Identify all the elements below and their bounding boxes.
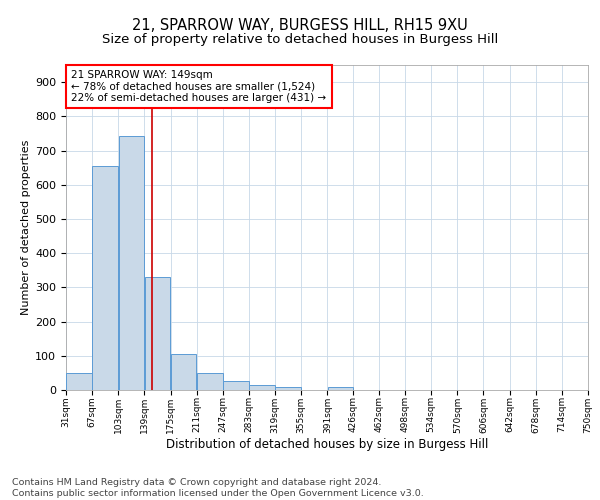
Bar: [328, 386, 353, 390]
Text: 21, SPARROW WAY, BURGESS HILL, RH15 9XU: 21, SPARROW WAY, BURGESS HILL, RH15 9XU: [132, 18, 468, 32]
Text: Size of property relative to detached houses in Burgess Hill: Size of property relative to detached ho…: [102, 32, 498, 46]
Text: 21 SPARROW WAY: 149sqm
← 78% of detached houses are smaller (1,524)
22% of semi-: 21 SPARROW WAY: 149sqm ← 78% of detached…: [71, 70, 326, 103]
Bar: [92, 166, 118, 390]
Bar: [223, 382, 248, 390]
Bar: [145, 278, 170, 390]
Bar: [275, 386, 301, 390]
Bar: [197, 373, 223, 390]
Bar: [119, 136, 144, 390]
Bar: [249, 385, 275, 390]
Bar: [66, 373, 92, 390]
Y-axis label: Number of detached properties: Number of detached properties: [21, 140, 31, 315]
Text: Contains HM Land Registry data © Crown copyright and database right 2024.
Contai: Contains HM Land Registry data © Crown c…: [12, 478, 424, 498]
Bar: [171, 354, 196, 390]
X-axis label: Distribution of detached houses by size in Burgess Hill: Distribution of detached houses by size …: [166, 438, 488, 451]
